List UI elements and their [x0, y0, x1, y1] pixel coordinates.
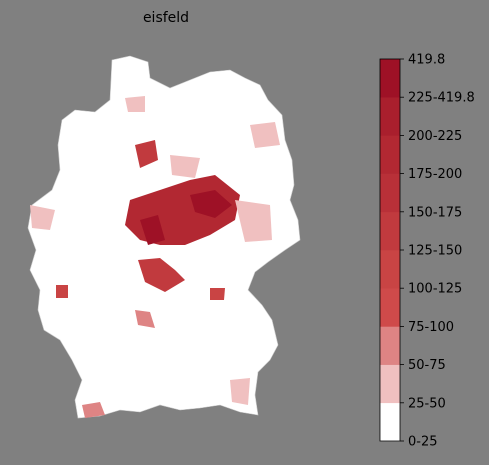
colorbar-segment — [380, 288, 400, 327]
colorbar: 0-25 25-50 50-75 75-100 100-125 125-150 150-17… — [379, 53, 475, 450]
colorbar-segment — [380, 364, 400, 404]
colorbar-segment — [380, 59, 400, 98]
colorbar-tick-label: 175-200 — [408, 167, 462, 182]
colorbar-segment — [380, 326, 400, 365]
district-patch — [210, 288, 225, 300]
district-patch — [138, 258, 185, 292]
colorbar-segment — [380, 135, 400, 174]
district-patch — [125, 96, 145, 112]
colorbar-tick-label: 50-75 — [408, 358, 446, 373]
colorbar-segment — [380, 211, 400, 251]
colorbar-tick-label: 419.8 — [408, 53, 445, 68]
colorbar-tick-label: 150-175 — [408, 205, 462, 220]
district-patch — [82, 402, 105, 418]
colorbar-segment — [380, 402, 400, 442]
district-patch — [250, 122, 280, 148]
district-patch — [230, 378, 250, 405]
colorbar-tick-label: 225-419.8 — [408, 91, 475, 106]
colorbar-tick-label: 125-150 — [408, 244, 462, 259]
colorbar-tick-label: 25-50 — [408, 396, 446, 411]
district-patch — [30, 205, 55, 230]
germany-map — [27, 55, 301, 419]
colorbar-tick-label: 100-125 — [408, 282, 462, 297]
district-patch — [140, 215, 165, 245]
district-patch — [190, 190, 232, 218]
district-patch — [135, 140, 158, 168]
district-patch — [56, 285, 68, 298]
district-patch — [170, 155, 200, 178]
district-patch — [135, 310, 155, 328]
colorbar-tick-label: 75-100 — [408, 320, 454, 335]
colorbar-segment — [380, 173, 400, 213]
district-patch — [235, 200, 272, 242]
colorbar-segment — [380, 97, 400, 136]
colorbar-tick-label: 0-25 — [408, 435, 438, 450]
district-shading — [30, 96, 280, 418]
colorbar-tick-label: 200-225 — [408, 129, 462, 144]
map-title: eisfeld — [143, 10, 189, 26]
colorbar-segment — [380, 250, 400, 289]
